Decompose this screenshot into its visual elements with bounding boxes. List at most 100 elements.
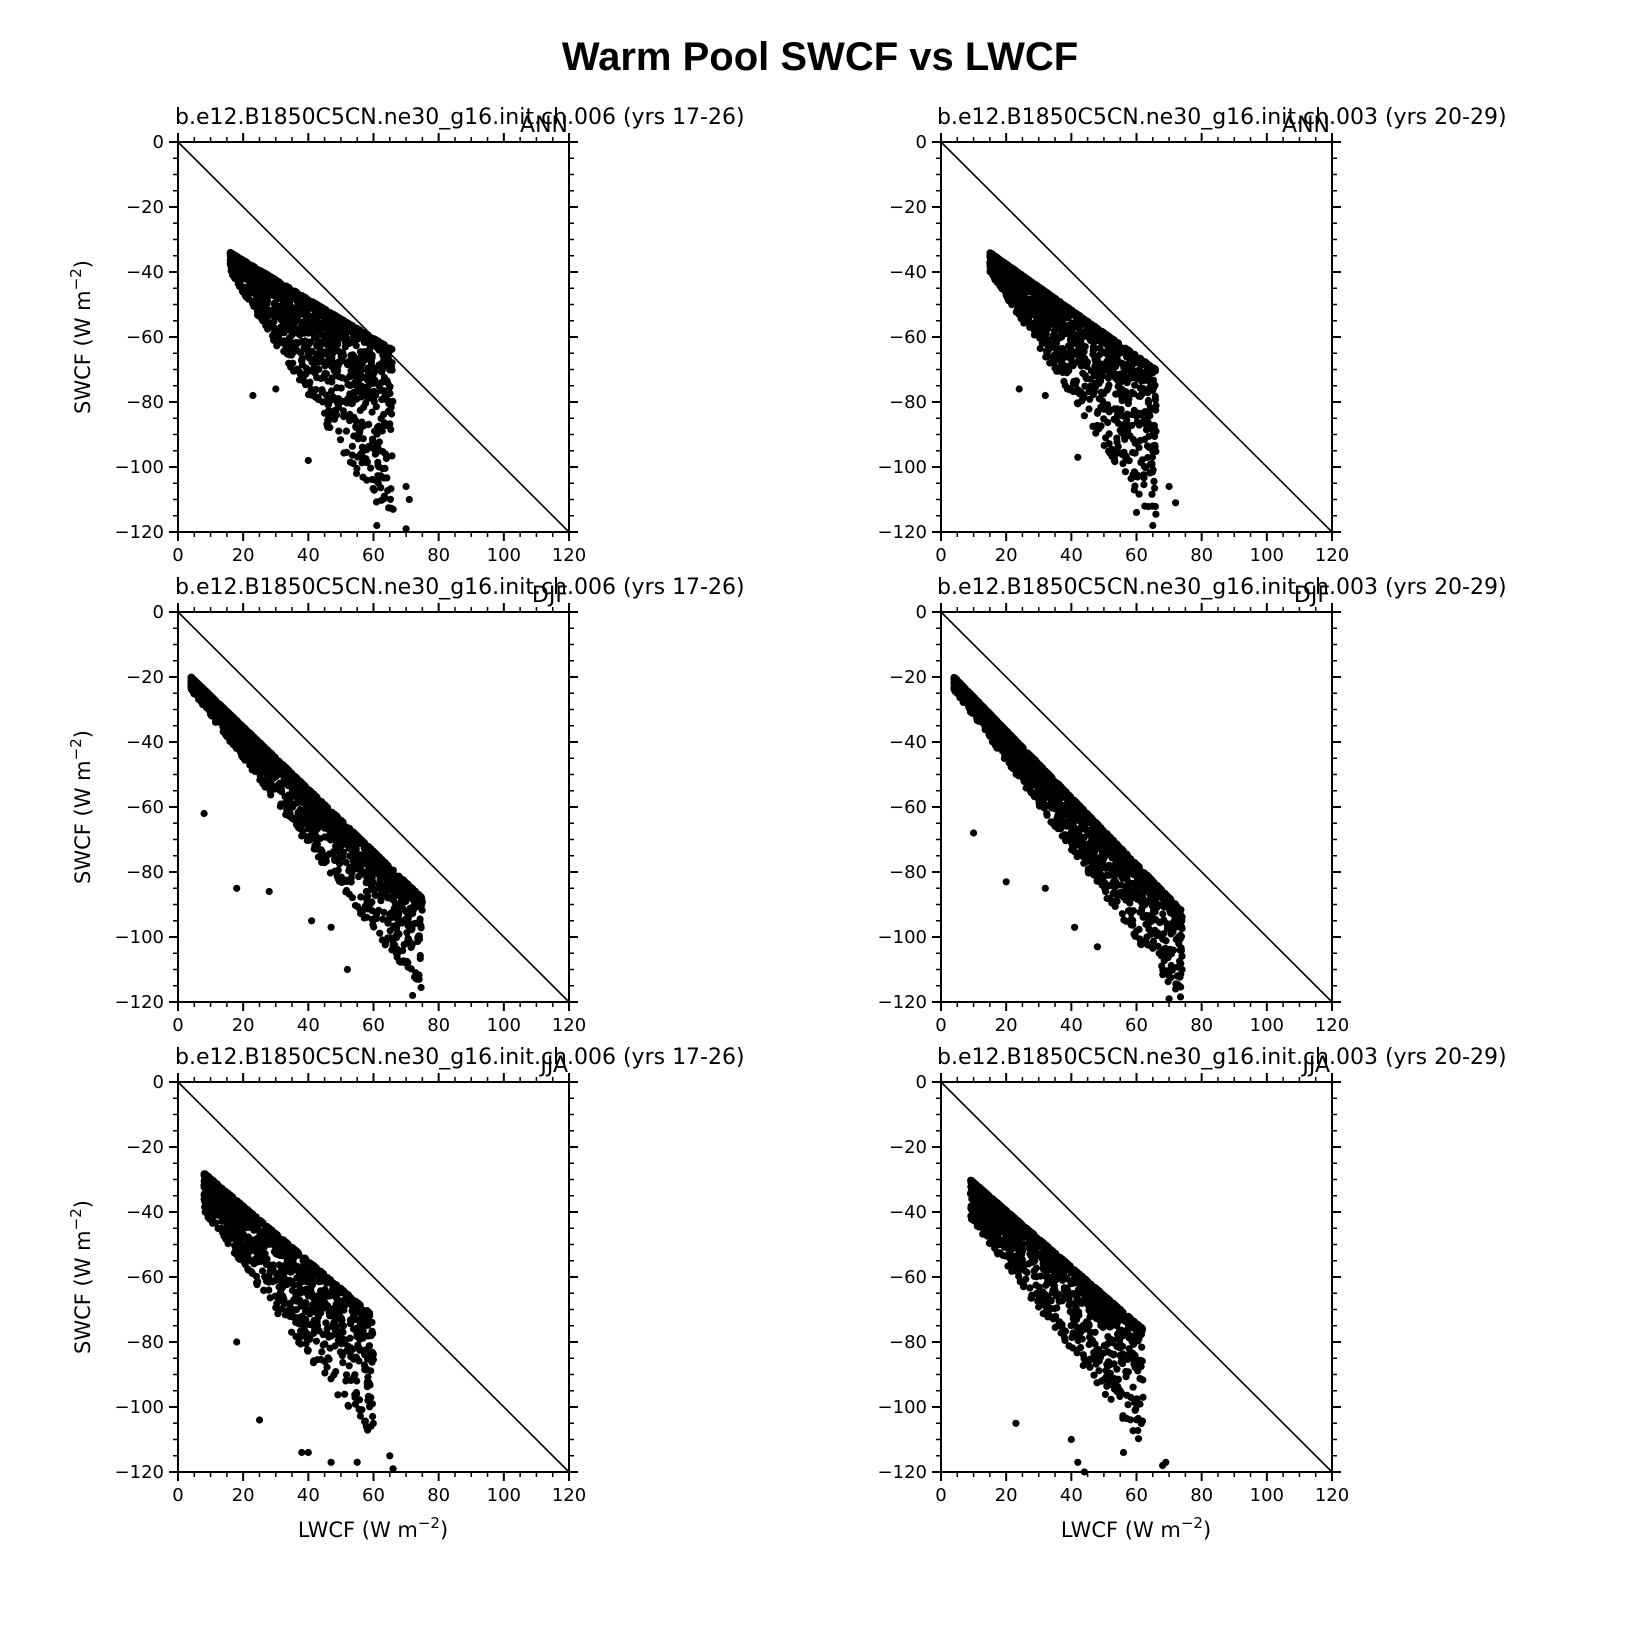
scatter-point <box>1094 407 1102 415</box>
scatter-point <box>331 812 340 820</box>
scatter-point <box>1025 282 1033 291</box>
scatter-point <box>1077 362 1085 370</box>
scatter-point <box>296 328 304 336</box>
scatter-point <box>1144 371 1152 379</box>
scatter-point <box>375 422 383 430</box>
scatter-point <box>266 759 275 767</box>
scatter-point <box>220 724 228 732</box>
scatter-point <box>367 464 375 472</box>
y-tick-label: −120 <box>115 522 164 543</box>
scatter-point <box>372 476 380 484</box>
scatter-point <box>1172 499 1180 507</box>
scatter-point <box>244 744 252 752</box>
scatter-point <box>1144 396 1152 405</box>
scatter-point <box>356 348 365 356</box>
scatter-point <box>286 285 294 293</box>
scatter-point <box>1102 434 1110 442</box>
scatter-point <box>308 789 316 797</box>
y-tick-label: −40 <box>889 732 927 753</box>
scatter-point <box>359 854 367 862</box>
scatter-point <box>1121 468 1129 476</box>
scatter-point <box>1146 460 1154 469</box>
scatter-point <box>310 316 318 324</box>
panel-title: b.e12.B1850C5CN.ne30_g16.init.ch.006 (yr… <box>175 105 745 130</box>
scatter-point <box>387 345 396 353</box>
scatter-point <box>1078 397 1086 405</box>
scatter-point <box>1091 345 1099 353</box>
scatter-point <box>357 393 366 401</box>
scatter-point <box>313 821 321 830</box>
y-tick-label: −60 <box>889 797 927 818</box>
scatter-point <box>341 343 349 351</box>
scatter-point <box>1074 453 1082 461</box>
scatter-point <box>190 680 198 688</box>
scatter-point <box>346 864 354 872</box>
scatter-point <box>388 866 396 874</box>
scatter-point <box>304 456 312 465</box>
scatter-point <box>267 752 275 761</box>
scatter-point <box>246 730 254 738</box>
scatter-point <box>349 337 357 345</box>
scatter-point <box>1000 260 1009 268</box>
scatter-point <box>1044 339 1052 347</box>
scatter-point <box>1080 412 1088 420</box>
scatter-point <box>1089 422 1097 430</box>
x-tick-label: 80 <box>1190 545 1213 566</box>
scatter-point <box>279 297 287 305</box>
scatter-point <box>273 342 281 350</box>
scatter-point <box>370 858 378 866</box>
x-tick-label: 100 <box>1250 545 1284 566</box>
scatter-point <box>378 368 386 376</box>
scatter-point <box>304 816 312 824</box>
x-tick-label: 0 <box>935 545 946 566</box>
scatter-point <box>238 286 246 294</box>
scatter-point <box>249 391 257 400</box>
scatter-point <box>318 386 326 395</box>
scatter-point <box>288 331 296 339</box>
scatter-point <box>348 442 356 450</box>
scatter-point <box>1152 427 1160 435</box>
scatter-point <box>359 435 367 443</box>
scatter-point <box>322 824 330 832</box>
scatter-point <box>1072 378 1080 386</box>
scatter-point <box>272 385 280 393</box>
scatter-point <box>371 450 379 458</box>
scatter-point <box>1114 411 1122 419</box>
y-tick-label: −60 <box>126 327 164 348</box>
scatter-point <box>274 279 282 288</box>
scatter-point <box>231 734 239 742</box>
y-tick-label: −120 <box>878 992 927 1013</box>
scatter-point <box>1097 422 1105 430</box>
scatter-point <box>1092 356 1100 364</box>
scatter-point <box>396 958 405 966</box>
scatter-point <box>323 391 331 400</box>
scatter-point <box>1104 418 1112 427</box>
scatter-point <box>318 331 326 339</box>
scatter-point <box>336 436 345 444</box>
scatter-point <box>1015 310 1023 318</box>
scatter-point <box>254 284 262 292</box>
scatter-point <box>246 277 254 285</box>
panel-season: DJF <box>532 583 568 608</box>
y-tick-label: −20 <box>126 197 164 218</box>
scatter-point <box>275 308 283 316</box>
scatter-point <box>228 265 236 273</box>
x-tick-label: 20 <box>232 545 255 566</box>
scatter-point <box>362 399 370 407</box>
scatter-point <box>409 896 418 904</box>
x-tick-label: 100 <box>487 545 521 566</box>
scatter-point <box>299 298 307 306</box>
scatter-point <box>234 721 242 729</box>
scatter-point <box>1131 381 1139 389</box>
scatter-point <box>1077 340 1085 348</box>
scatter-point <box>1118 393 1126 401</box>
scatter-point <box>1097 388 1105 396</box>
scatter-point <box>1145 432 1153 440</box>
scatter-point <box>231 274 239 282</box>
scatter-point <box>1047 317 1055 325</box>
scatter-point <box>329 361 337 370</box>
y-tick-label: 0 <box>916 602 927 623</box>
y-tick-label: −100 <box>115 927 164 948</box>
scatter-point <box>336 854 344 862</box>
